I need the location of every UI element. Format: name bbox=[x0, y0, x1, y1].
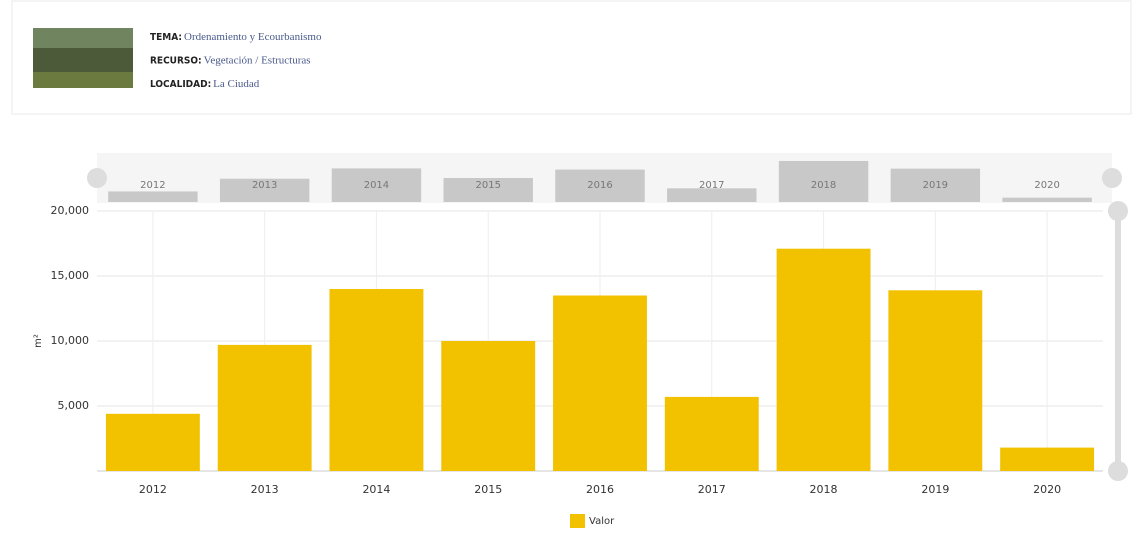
bar bbox=[553, 295, 647, 471]
navigator-bar bbox=[331, 168, 422, 202]
bar bbox=[217, 344, 312, 471]
navigator-bar bbox=[555, 169, 645, 202]
header-items: TEMA: Ordenamiento y Ecourbanismo RECURSO:… bbox=[150, 31, 322, 90]
navigator-bar bbox=[667, 188, 757, 202]
x-tick-label: 2020 bbox=[1033, 483, 1061, 496]
y-tick-label: 20,000 bbox=[51, 204, 90, 217]
header-label: LOCALIDAD: bbox=[150, 79, 211, 90]
bar bbox=[329, 289, 424, 471]
navigator-bar bbox=[778, 160, 869, 202]
navigator-label: 2016 bbox=[587, 180, 612, 191]
bar bbox=[1000, 447, 1095, 471]
scroll-handle[interactable] bbox=[1108, 461, 1128, 481]
header-card bbox=[11, 0, 1132, 115]
bar bbox=[776, 248, 871, 471]
navigator-label: 2013 bbox=[252, 180, 277, 191]
x-tick-label: 2012 bbox=[139, 483, 167, 496]
x-tick-label: 2015 bbox=[474, 483, 502, 496]
scroll-handle[interactable] bbox=[1108, 201, 1128, 221]
y-tick-label: 10,000 bbox=[51, 334, 90, 347]
bar bbox=[105, 413, 200, 471]
legend-label: Valor bbox=[589, 516, 615, 527]
header-item: TEMA: Ordenamiento y Ecourbanismo bbox=[150, 31, 322, 43]
navigator-label: 2012 bbox=[140, 180, 165, 191]
x-tick-label: 2016 bbox=[586, 483, 614, 496]
navigator-bar bbox=[890, 168, 981, 202]
y-axis-label: m² bbox=[33, 334, 44, 348]
navigator-label: 2019 bbox=[923, 180, 948, 191]
x-tick-label: 2017 bbox=[698, 483, 726, 496]
navigator-label: 2015 bbox=[475, 180, 500, 191]
navigator-handle[interactable] bbox=[87, 168, 107, 188]
navigator-label: 2018 bbox=[811, 180, 836, 191]
thumbnail-ground bbox=[33, 72, 133, 88]
navigator-label: 2014 bbox=[364, 180, 389, 191]
navigator-bar bbox=[1002, 197, 1092, 202]
navigator-label: 2017 bbox=[699, 180, 724, 191]
bar bbox=[664, 396, 759, 471]
bar bbox=[441, 341, 536, 471]
header-label: RECURSO: bbox=[150, 56, 202, 67]
legend-swatch bbox=[570, 514, 585, 528]
bar bbox=[888, 290, 983, 471]
navigator-bar bbox=[219, 178, 310, 202]
y-tick-label: 15,000 bbox=[51, 269, 90, 282]
navigator-bar bbox=[108, 191, 198, 202]
x-tick-label: 2013 bbox=[251, 483, 279, 496]
header-value: La Ciudad bbox=[213, 78, 260, 90]
navigator-handle[interactable] bbox=[1102, 168, 1122, 188]
x-tick-label: 2014 bbox=[362, 483, 390, 496]
navigator-bar bbox=[443, 178, 533, 202]
header-label: TEMA: bbox=[150, 32, 182, 43]
header-item: LOCALIDAD: La Ciudad bbox=[150, 78, 260, 90]
y-tick-label: 5,000 bbox=[58, 399, 90, 412]
header-value: Vegetación / Estructuras bbox=[204, 54, 311, 66]
x-tick-label: 2018 bbox=[810, 483, 838, 496]
header-item: RECURSO: Vegetación / Estructuras bbox=[150, 54, 311, 66]
header-value: Ordenamiento y Ecourbanismo bbox=[184, 31, 322, 43]
thumbnail-sky bbox=[33, 28, 133, 48]
navigator-label: 2020 bbox=[1034, 180, 1059, 191]
x-tick-label: 2019 bbox=[921, 483, 949, 496]
